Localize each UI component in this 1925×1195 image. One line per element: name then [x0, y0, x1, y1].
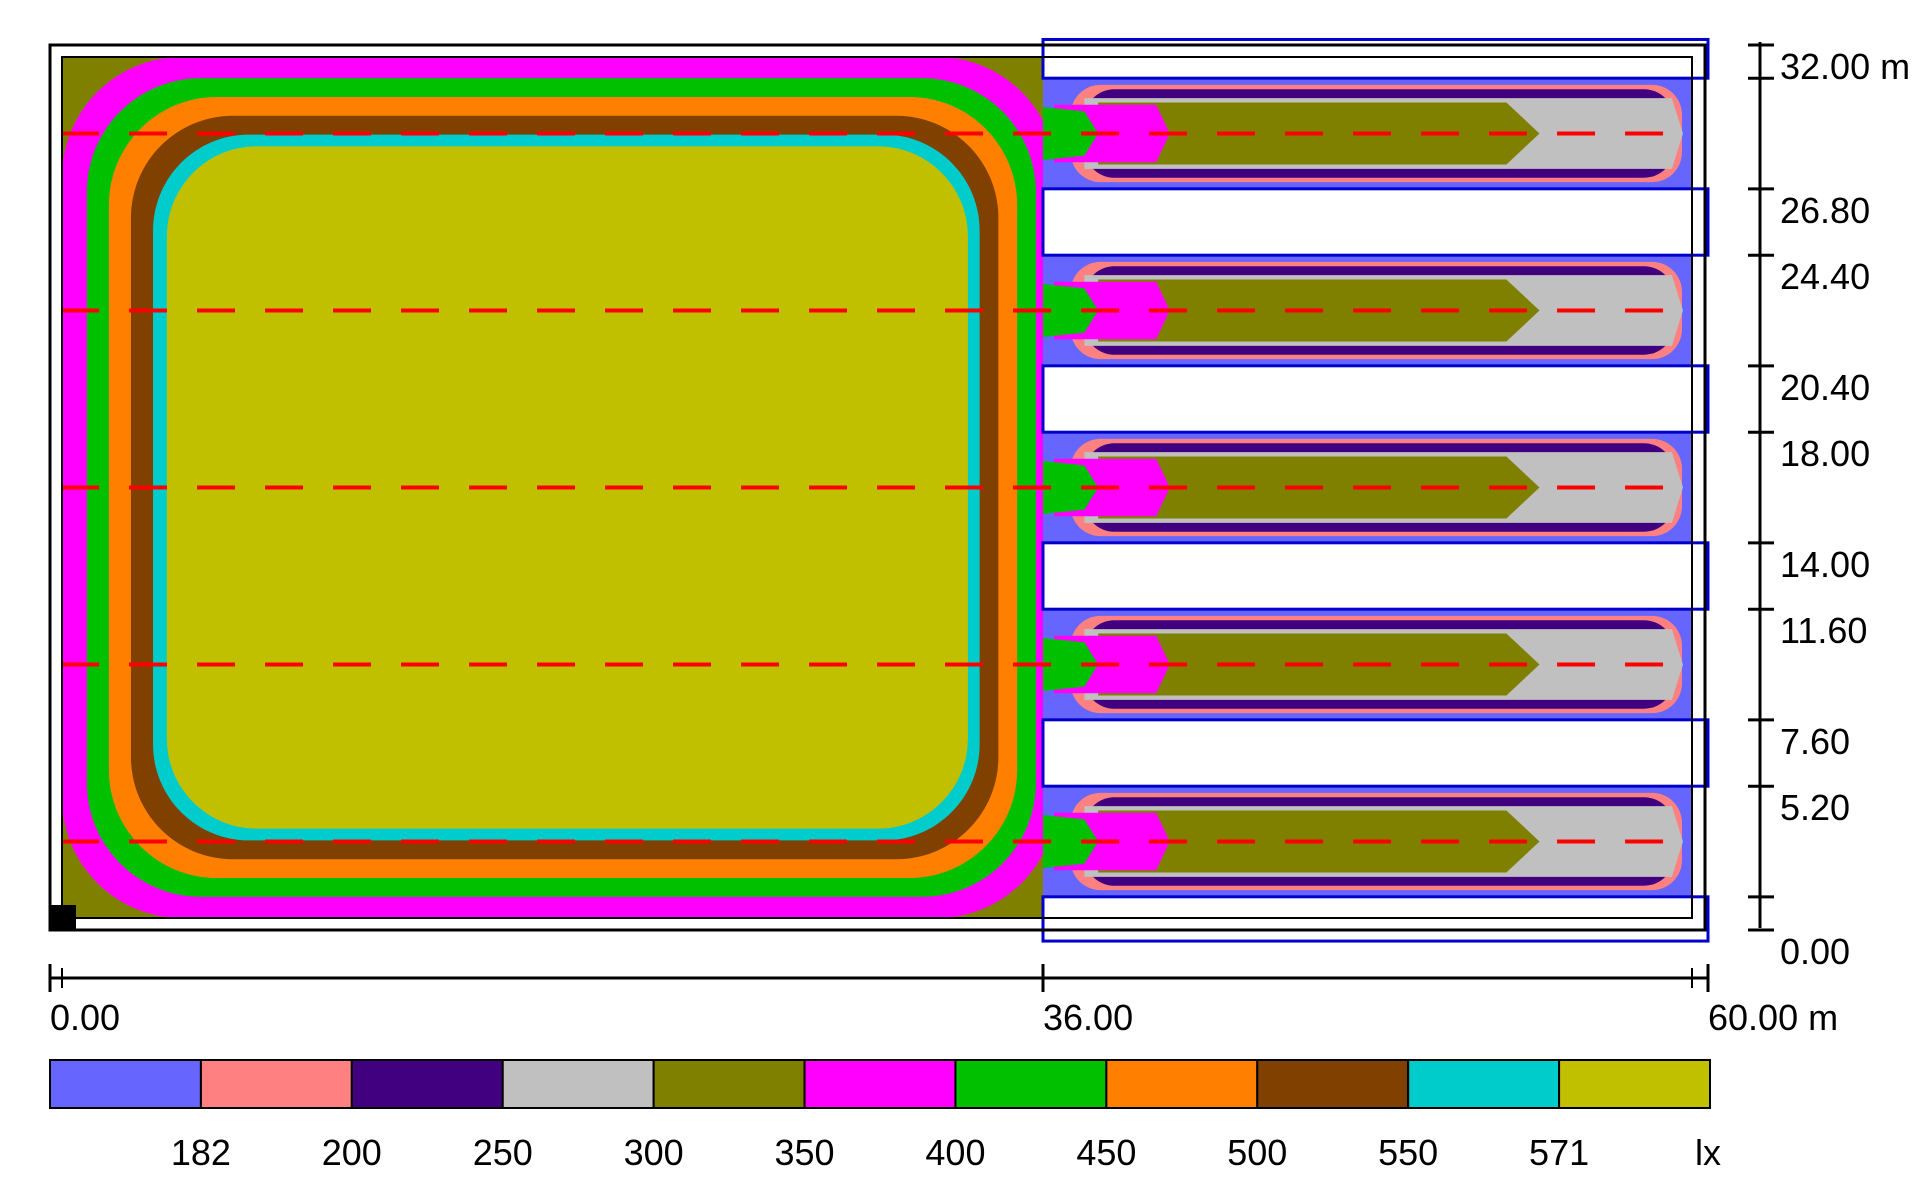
legend-swatch-2 — [350, 1059, 504, 1109]
obstacle-band-4 — [1041, 187, 1710, 257]
legend-swatch-6 — [954, 1059, 1108, 1109]
legend-unit: lx — [1695, 1132, 1721, 1173]
x-dimension-axis: 0.00 36.00 60.00 m — [48, 964, 1838, 1038]
obstacle-band-1 — [1041, 718, 1710, 788]
legend-swatch-10 — [1558, 1059, 1712, 1109]
legend-swatch-9 — [1407, 1059, 1561, 1109]
y-tick-label-2: 5.20 — [1780, 787, 1850, 828]
legend-label-7: 500 — [1227, 1132, 1287, 1173]
y-tick-label-0: 0.00 — [1780, 931, 1850, 972]
legend-swatch-3 — [501, 1059, 655, 1109]
obstacle-band-3 — [1041, 364, 1710, 434]
legend-label-0: 182 — [171, 1132, 231, 1173]
y-tick-label-7: 20.40 — [1780, 367, 1870, 408]
legend: 182 200 250 300 350 400 450 500 550 571 lx — [49, 1059, 1721, 1173]
legend-swatch-5 — [803, 1059, 957, 1109]
room-outer-boundary — [48, 43, 1707, 932]
legend-label-9: 571 — [1529, 1132, 1589, 1173]
legend-swatch-8 — [1256, 1059, 1410, 1109]
y-tick-label-5: 14.00 — [1780, 544, 1870, 585]
y-tick-label-4: 11.60 — [1780, 610, 1867, 651]
x-tick-label-2: 60.00 m — [1708, 997, 1838, 1038]
aisle-band-450 — [1043, 814, 1099, 869]
y-tick-label-6: 18.00 — [1780, 433, 1870, 474]
legend-swatch-4 — [652, 1059, 806, 1109]
x-tick-label-1: 36.00 — [1043, 997, 1133, 1038]
y-tick-label-3: 7.60 — [1780, 721, 1850, 762]
legend-swatch-7 — [1105, 1059, 1259, 1109]
x-tick-label-0: 0.00 — [50, 997, 120, 1038]
aisle-band-450 — [1043, 283, 1099, 338]
legend-label-5: 400 — [925, 1132, 985, 1173]
y-tick-label-11: 32.00 m — [1780, 46, 1910, 87]
aisle-zone-2 — [1043, 432, 1692, 543]
room-inner-boundary — [61, 56, 1693, 919]
legend-swatch-0 — [49, 1059, 202, 1109]
aisle-band-450 — [1043, 106, 1099, 161]
legend-label-6: 450 — [1076, 1132, 1136, 1173]
legend-label-4: 350 — [775, 1132, 835, 1173]
origin-marker — [50, 905, 76, 931]
y-dimension-axis: 0.00 5.20 7.60 11.60 14.00 18.00 20.40 24.40 26.… — [1748, 42, 1910, 972]
legend-label-3: 300 — [624, 1132, 684, 1173]
aisle-band-450 — [1043, 637, 1099, 692]
obstacle-band-2 — [1041, 541, 1710, 611]
legend-swatch-1 — [199, 1059, 353, 1109]
y-tick-label-9: 26.80 — [1780, 190, 1870, 231]
legend-label-1: 200 — [322, 1132, 382, 1173]
obstacle-bands — [1041, 37, 1710, 943]
aisle-band-450 — [1043, 460, 1099, 515]
legend-label-2: 250 — [473, 1132, 533, 1173]
legend-label-8: 550 — [1378, 1132, 1438, 1173]
y-tick-label-8: 24.40 — [1780, 256, 1870, 297]
